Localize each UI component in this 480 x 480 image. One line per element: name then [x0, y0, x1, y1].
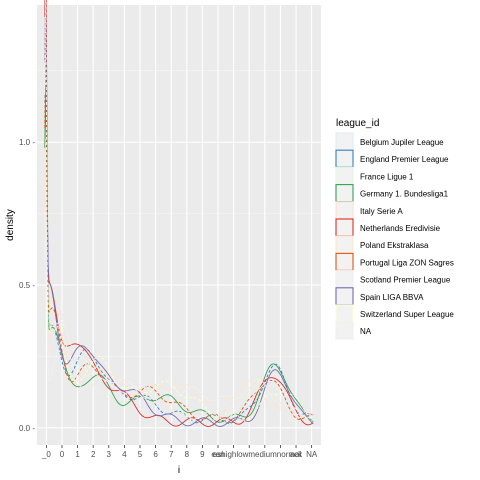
grid-lines: [37, 5, 321, 445]
legend-key: [335, 166, 354, 185]
density-curve: [44, 178, 314, 421]
x-tick-label: eshighlowmediumnormal: [213, 450, 302, 459]
y-axis: 0.0 - 0.5 - 1.0 -: [19, 138, 35, 433]
legend-label: Belgium Jupiler League: [360, 138, 444, 147]
y-axis-title: density: [5, 209, 16, 241]
legend: league_id Belgium Jupiler League England …: [335, 118, 454, 340]
legend-key: [335, 149, 354, 168]
y-tick-label: 0.5 -: [19, 281, 35, 290]
density-curve: [44, 0, 314, 427]
x-tick-label: 2: [91, 450, 96, 459]
legend-key: [335, 184, 354, 203]
legend-label: Switzerland Super League: [360, 310, 454, 319]
x-tick-label: 7: [169, 450, 174, 459]
y-tick-label: 1.0 -: [19, 138, 35, 147]
density-curve: [44, 0, 314, 427]
density-curves: [44, 0, 314, 427]
legend-label: England Premier League: [360, 155, 449, 164]
x-tick-label: ean: [211, 450, 224, 459]
density-curve: [44, 225, 314, 419]
legend-label: Poland Ekstraklasa: [360, 241, 429, 250]
x-tick-label: 8: [185, 450, 190, 459]
legend-key: [335, 252, 354, 271]
x-tick-label: 4: [122, 450, 127, 459]
x-tick-label: 1: [75, 450, 80, 459]
legend-key: [335, 218, 354, 237]
legend-key: [335, 287, 354, 306]
density-curve: [44, 61, 314, 423]
legend-key: [335, 270, 354, 289]
density-curve: [44, 0, 314, 421]
x-tick-label: 9: [200, 450, 205, 459]
x-tick-label: ack: [290, 450, 303, 459]
x-tick-label: NA: [306, 450, 318, 459]
legend-key: [335, 304, 354, 323]
legend-label: Germany 1. Bundesliga1: [360, 190, 449, 199]
plot-background: [37, 5, 321, 445]
x-tick-label: 6: [153, 450, 158, 459]
legend-label: Netherlands Eredivisie: [360, 224, 441, 233]
x-axis-title: i: [178, 465, 180, 476]
legend-key: [335, 321, 354, 340]
legend-label: Italy Serie A: [360, 207, 403, 216]
density-curve: [44, 86, 314, 423]
density-curve: [44, 163, 314, 419]
x-tick-label: _0: [41, 450, 51, 459]
density-curve: [44, 139, 314, 422]
legend-key: [335, 235, 354, 254]
legend-title: league_id: [336, 118, 379, 129]
x-tick-label: 5: [138, 450, 143, 459]
legend-label: Scotland Premier League: [360, 276, 451, 285]
legend-key: [335, 201, 354, 220]
legend-label: NA: [360, 327, 372, 336]
legend-label: France Ligue 1: [360, 172, 414, 181]
legend-label: Portugal Liga ZON Sagres: [360, 258, 454, 267]
legend-key: [335, 132, 354, 151]
legend-label: Spain LIGA BBVA: [360, 293, 424, 302]
y-tick-label: 0.0 -: [19, 424, 35, 433]
x-tick-label: 3: [107, 450, 112, 459]
x-tick-label: 0: [60, 450, 65, 459]
